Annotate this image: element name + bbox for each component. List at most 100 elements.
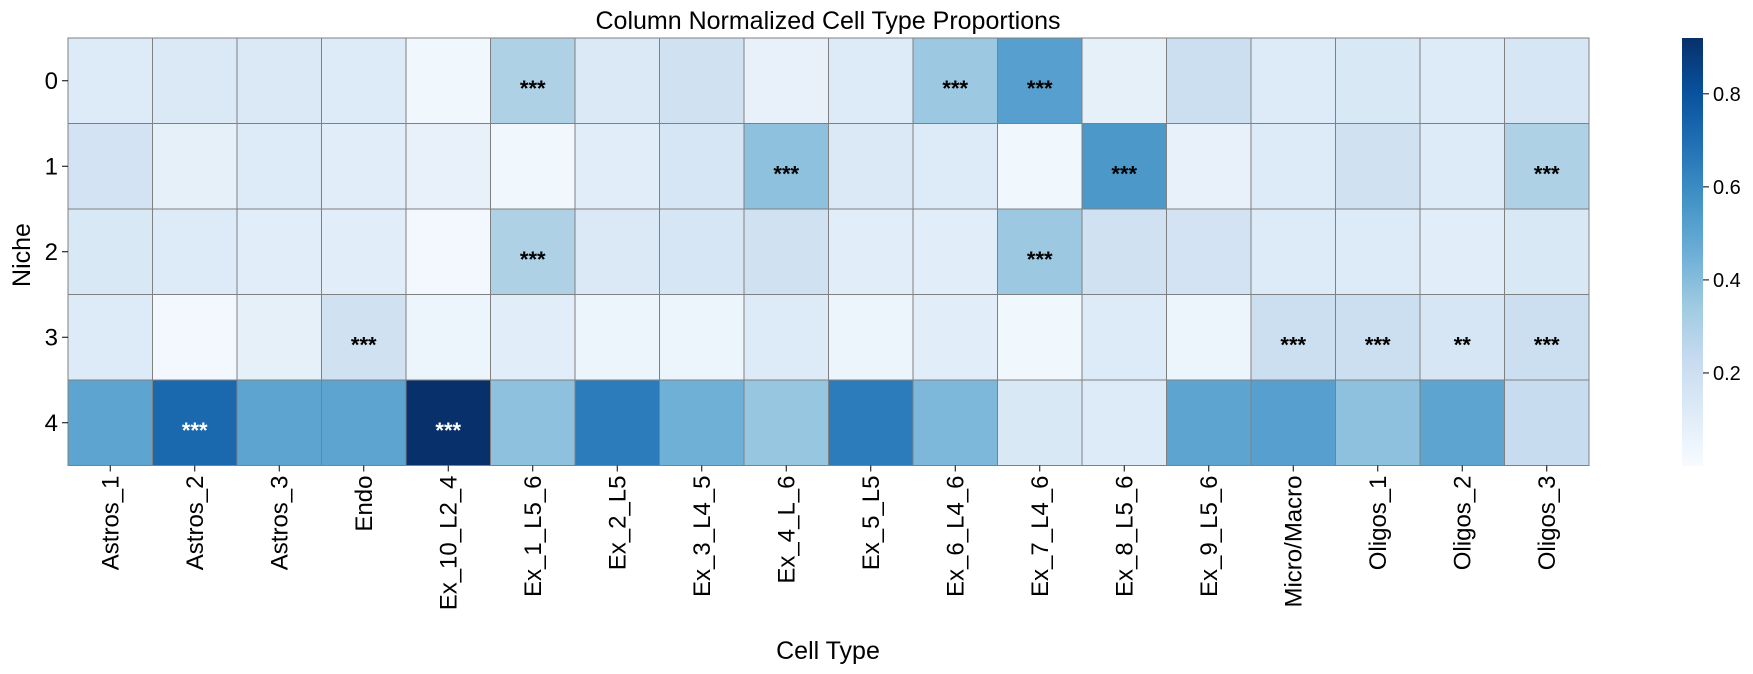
significance-annotation: *** bbox=[1534, 161, 1560, 186]
x-tick-label: Ex_3_L4_5 bbox=[689, 476, 716, 597]
y-tick-label: 3 bbox=[45, 324, 58, 351]
heatmap-cell bbox=[405, 294, 491, 381]
heatmap-cell bbox=[828, 208, 914, 295]
heatmap-cell bbox=[1081, 37, 1167, 124]
significance-annotation: *** bbox=[1027, 247, 1053, 272]
heatmap-cell bbox=[997, 379, 1083, 466]
heatmap-cell bbox=[152, 379, 238, 466]
heatmap-cell bbox=[743, 294, 829, 381]
heatmap-cell bbox=[659, 37, 745, 124]
significance-annotation: *** bbox=[520, 76, 546, 101]
colorbar-tick-label: 0.2 bbox=[1713, 363, 1741, 385]
heatmap-cell bbox=[405, 37, 491, 124]
colorbar-tick-label: 0.8 bbox=[1713, 84, 1741, 106]
significance-annotations: *** *** ****** *** ****** ****** *** *** ** *****… bbox=[182, 76, 1560, 443]
significance-annotation: *** bbox=[773, 161, 799, 186]
heatmap-cell bbox=[574, 123, 660, 210]
x-tick-label: Astros_1 bbox=[97, 476, 124, 571]
y-tick-labels: 0 1 2 3 4 bbox=[45, 68, 68, 437]
heatmap-cell bbox=[912, 294, 998, 381]
heatmap-cell bbox=[1419, 123, 1505, 210]
x-tick-label: Endo bbox=[351, 476, 378, 532]
heatmap-cell bbox=[574, 379, 660, 466]
significance-annotation: *** bbox=[520, 247, 546, 272]
heatmap-cell bbox=[1504, 37, 1590, 124]
heatmap-cell bbox=[1504, 379, 1590, 466]
heatmap-cell bbox=[1335, 37, 1421, 124]
heatmap-cell bbox=[152, 208, 238, 295]
heatmap-cell bbox=[1081, 379, 1167, 466]
heatmap-cell bbox=[743, 123, 829, 210]
y-axis-label: Niche bbox=[8, 223, 36, 287]
colorbar-gradient bbox=[1682, 38, 1703, 466]
heatmap-cell bbox=[1081, 208, 1167, 295]
heatmap-cell bbox=[1504, 208, 1590, 295]
significance-annotation: *** bbox=[435, 418, 461, 443]
heatmap-cell bbox=[743, 208, 829, 295]
heatmap-cell bbox=[574, 294, 660, 381]
significance-annotation: *** bbox=[182, 418, 208, 443]
heatmap-cell bbox=[743, 379, 829, 466]
x-tick-label: Astros_3 bbox=[266, 476, 293, 571]
x-tick-label: Ex_6_L4_6 bbox=[942, 476, 969, 597]
colorbar-tick-label: 0.6 bbox=[1713, 177, 1741, 199]
heatmap-cell bbox=[1419, 37, 1505, 124]
heatmap-cell bbox=[912, 123, 998, 210]
x-tick-label: Oligos_2 bbox=[1449, 476, 1476, 571]
colorbar-tick-label: 0.4 bbox=[1713, 270, 1741, 292]
heatmap-cell bbox=[828, 123, 914, 210]
x-tick-label: Ex_2_L5 bbox=[604, 476, 631, 571]
heatmap-cell bbox=[1166, 123, 1252, 210]
heatmap-cell bbox=[236, 37, 322, 124]
heatmap-cell bbox=[1166, 37, 1252, 124]
heatmap-cell bbox=[828, 37, 914, 124]
heatmap-cell bbox=[1419, 294, 1505, 381]
heatmap-cell bbox=[1166, 208, 1252, 295]
heatmap-cell bbox=[67, 294, 153, 381]
heatmap-cell bbox=[490, 294, 576, 381]
x-tick-label: Micro/Macro bbox=[1280, 476, 1307, 608]
heatmap-cell bbox=[1504, 123, 1590, 210]
significance-annotation: *** bbox=[1027, 76, 1053, 101]
heatmap-cell bbox=[1166, 294, 1252, 381]
heatmap-cell bbox=[997, 294, 1083, 381]
heatmap-cell bbox=[405, 123, 491, 210]
heatmap-cell bbox=[321, 37, 407, 124]
colorbar: 0.2 0.4 0.6 0.8 bbox=[1682, 38, 1741, 466]
heatmap-cell bbox=[490, 123, 576, 210]
heatmap-cell bbox=[743, 37, 829, 124]
heatmap-cell bbox=[152, 294, 238, 381]
significance-annotation: *** bbox=[1280, 332, 1306, 357]
y-tick-label: 0 bbox=[45, 68, 58, 95]
heatmap-cell bbox=[67, 208, 153, 295]
heatmap-cell bbox=[1250, 379, 1336, 466]
heatmap-cell bbox=[67, 37, 153, 124]
heatmap-cell bbox=[997, 123, 1083, 210]
heatmap-cell bbox=[321, 208, 407, 295]
heatmap-cell bbox=[490, 37, 576, 124]
x-tick-label: Ex_8_L5_6 bbox=[1111, 476, 1138, 597]
heatmap-cell bbox=[912, 37, 998, 124]
x-tick-label: Oligos_3 bbox=[1534, 476, 1561, 571]
x-tick-labels: Astros_1 Astros_2 Astros_3 Endo Ex_10_L2_4 Ex… bbox=[97, 465, 1561, 610]
heatmap-cell bbox=[997, 37, 1083, 124]
heatmap-cell bbox=[1335, 208, 1421, 295]
heatmap-cell bbox=[659, 123, 745, 210]
heatmap-cell bbox=[67, 123, 153, 210]
heatmap-cell bbox=[236, 208, 322, 295]
heatmap-cell bbox=[1335, 123, 1421, 210]
chart-title: Column Normalized Cell Type Proportions bbox=[595, 7, 1060, 35]
heatmap-cell bbox=[659, 294, 745, 381]
significance-annotation: ** bbox=[1454, 332, 1472, 357]
heatmap-cell bbox=[67, 379, 153, 466]
heatmap-cell bbox=[574, 208, 660, 295]
x-tick-label: Ex_4_L_6 bbox=[773, 476, 800, 584]
heatmap-cell bbox=[1504, 294, 1590, 381]
heatmap-cell bbox=[1081, 123, 1167, 210]
heatmap-cell bbox=[1335, 379, 1421, 466]
heatmap-cell bbox=[236, 123, 322, 210]
heatmap-cell bbox=[152, 123, 238, 210]
heatmap-cell bbox=[912, 208, 998, 295]
x-tick-label: Oligos_1 bbox=[1365, 476, 1392, 571]
heatmap-cell bbox=[1419, 379, 1505, 466]
